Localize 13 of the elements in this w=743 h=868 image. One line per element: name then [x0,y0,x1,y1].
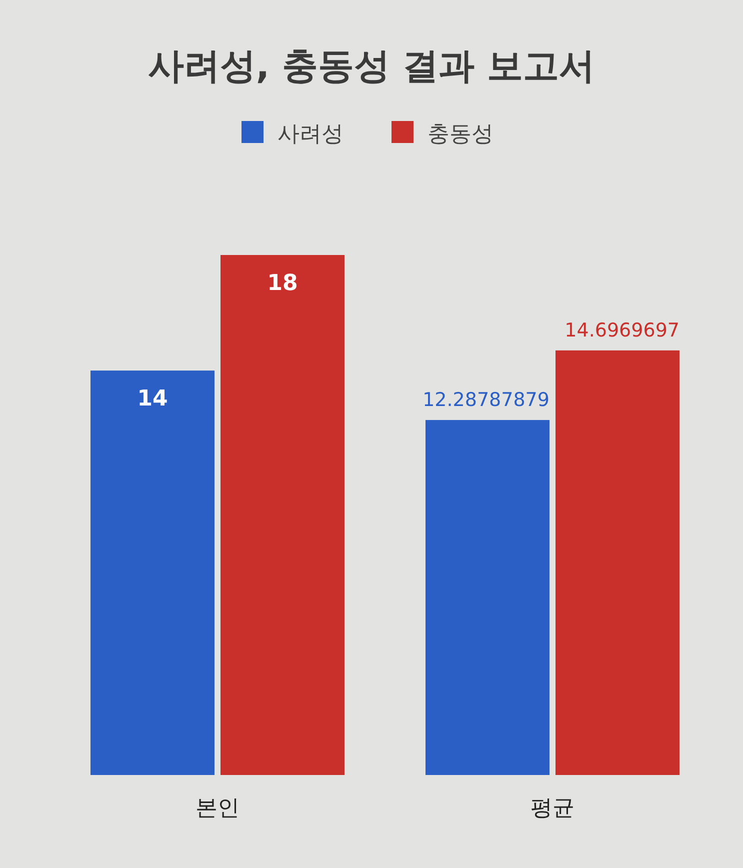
x-tick-label: 본인 [196,796,240,821]
data-label: 14 [137,386,168,412]
chart-title: 사려성, 충동성 결과 보고서 [148,46,596,87]
bar [556,350,680,775]
x-tick-label: 평균 [530,796,574,821]
data-label: 18 [267,271,298,296]
data-label: 12.28787879 [422,389,550,412]
bar [90,370,214,775]
bar [220,255,344,775]
bar [426,420,550,775]
data-label: 14.6969697 [564,319,680,342]
legend-label: 사려성 [278,122,344,147]
legend-label: 충동성 [428,122,494,147]
